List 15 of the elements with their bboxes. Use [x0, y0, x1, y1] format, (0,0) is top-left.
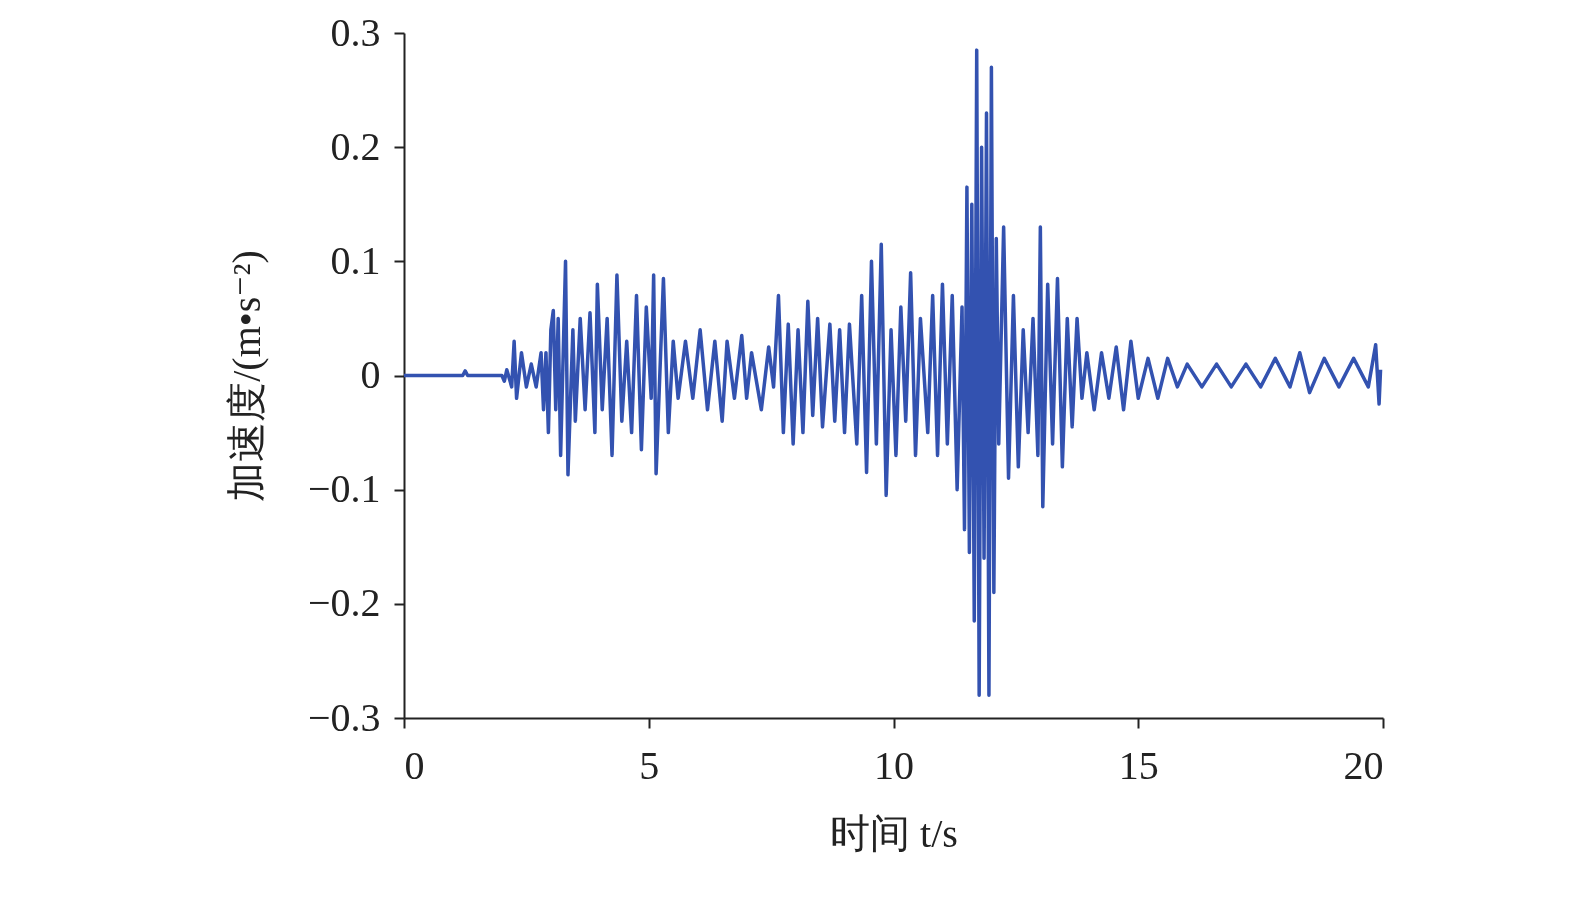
y-tick-label: 0.2 [330, 123, 381, 169]
y-tick-label: 0.3 [330, 9, 381, 55]
y-tick-label: −0.3 [307, 694, 381, 740]
y-tick-label: 0.1 [330, 237, 381, 283]
x-tick-label: 5 [639, 742, 660, 788]
x-axis-title: 时间 t/s [830, 810, 958, 856]
y-axis-title: 加速度/(m•s⁻²) [223, 250, 269, 502]
x-tick-label: 0 [404, 742, 425, 788]
line-series [404, 48, 1383, 697]
x-tick-label: 20 [1343, 742, 1384, 788]
y-tick-label: −0.2 [307, 580, 381, 626]
y-tick-label: 0 [360, 352, 381, 397]
x-tick-label: 10 [874, 742, 914, 788]
y-tick-label: −0.1 [307, 466, 381, 512]
x-tick-label: 15 [1118, 742, 1159, 788]
